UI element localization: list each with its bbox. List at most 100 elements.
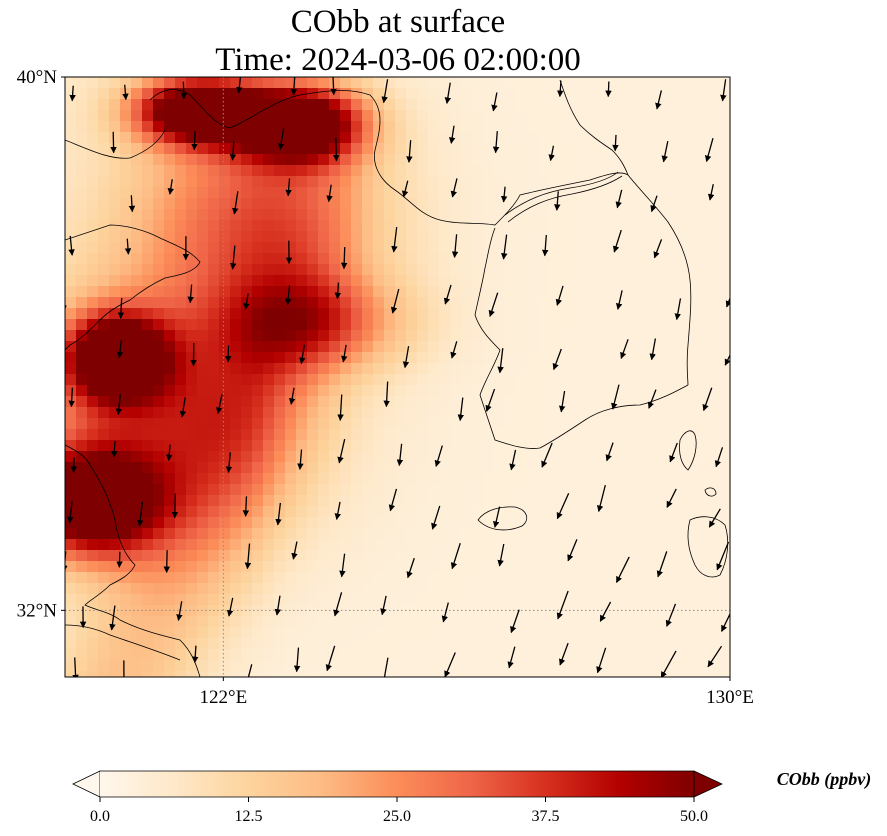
heatmap-cell: [362, 605, 374, 617]
heatmap-cell: [98, 440, 110, 452]
heatmap-cell: [461, 583, 473, 595]
heatmap-cell: [439, 407, 451, 419]
heatmap-cell: [241, 88, 253, 100]
heatmap-cell: [263, 594, 275, 606]
heatmap-cell: [340, 649, 352, 661]
heatmap-cell: [626, 473, 638, 485]
heatmap-cell: [560, 385, 572, 397]
heatmap-cell: [483, 506, 495, 518]
heatmap-cell: [164, 671, 176, 677]
heatmap-cell: [296, 627, 308, 639]
heatmap-cell: [241, 308, 253, 320]
heatmap-cell: [549, 286, 561, 298]
heatmap-cell: [494, 572, 506, 584]
heatmap-cell: [241, 176, 253, 188]
heatmap-cell: [461, 374, 473, 386]
heatmap-cell: [197, 473, 209, 485]
heatmap-cell: [318, 385, 330, 397]
heatmap-cell: [384, 231, 396, 243]
heatmap-cell: [351, 671, 363, 677]
heatmap-cell: [76, 77, 88, 89]
heatmap-cell: [714, 363, 726, 375]
heatmap-cell: [406, 154, 418, 166]
heatmap-cell: [373, 242, 385, 254]
heatmap-cell: [637, 319, 649, 331]
heatmap-cell: [219, 143, 231, 155]
heatmap-cell: [571, 627, 583, 639]
heatmap-cell: [681, 572, 693, 584]
heatmap-cell: [659, 374, 671, 386]
heatmap-cell: [549, 220, 561, 232]
wind-arrow: [655, 90, 663, 110]
heatmap-cell: [461, 308, 473, 320]
heatmap-cell: [725, 495, 730, 507]
heatmap-cell: [186, 462, 198, 474]
heatmap-cell: [428, 220, 440, 232]
heatmap-cell: [549, 231, 561, 243]
heatmap-cell: [362, 506, 374, 518]
wind-arrow: [724, 353, 730, 366]
heatmap-cell: [329, 528, 341, 540]
heatmap-cell: [274, 407, 286, 419]
heatmap-cell: [637, 572, 649, 584]
heatmap-cell: [307, 132, 319, 144]
heatmap-cell: [703, 220, 715, 232]
heatmap-cell: [703, 594, 715, 606]
heatmap-cell: [373, 143, 385, 155]
heatmap-cell: [186, 77, 198, 89]
heatmap-cell: [252, 638, 264, 650]
heatmap-cell: [164, 253, 176, 265]
heatmap-cell: [307, 99, 319, 111]
heatmap-cell: [417, 473, 429, 485]
heatmap-cell: [626, 264, 638, 276]
heatmap-cell: [472, 528, 484, 540]
heatmap-cell: [538, 528, 550, 540]
heatmap-cell: [76, 506, 88, 518]
heatmap-cell: [164, 660, 176, 672]
heatmap-cell: [65, 154, 77, 166]
heatmap-cell: [186, 209, 198, 221]
heatmap-cell: [450, 286, 462, 298]
heatmap-cell: [626, 649, 638, 661]
heatmap-cell: [120, 528, 132, 540]
heatmap-cell: [373, 506, 385, 518]
heatmap-cell: [208, 506, 220, 518]
heatmap-cell: [681, 275, 693, 287]
heatmap-cell: [252, 308, 264, 320]
heatmap-cell: [549, 605, 561, 617]
heatmap-cell: [703, 517, 715, 529]
heatmap-cell: [461, 319, 473, 331]
heatmap-cell: [329, 418, 341, 430]
heatmap-cell: [340, 253, 352, 265]
heatmap-cell: [219, 462, 231, 474]
heatmap-cell: [362, 440, 374, 452]
heatmap-cell: [285, 451, 297, 463]
heatmap-cell: [186, 88, 198, 100]
heatmap-cell: [472, 330, 484, 342]
heatmap-cell: [472, 319, 484, 331]
heatmap-cell: [263, 220, 275, 232]
heatmap-cell: [384, 242, 396, 254]
heatmap-cell: [208, 407, 220, 419]
heatmap-cell: [153, 517, 165, 529]
heatmap-cell: [472, 231, 484, 243]
heatmap-cell: [637, 616, 649, 628]
heatmap-cell: [516, 561, 528, 573]
heatmap-cell: [703, 429, 715, 441]
heatmap-cell: [406, 594, 418, 606]
heatmap-cell: [604, 297, 616, 309]
heatmap-cell: [505, 583, 517, 595]
heatmap-cell: [351, 231, 363, 243]
heatmap-cell: [263, 143, 275, 155]
heatmap-cell: [593, 539, 605, 551]
heatmap-cell: [406, 121, 418, 133]
heatmap-cell: [296, 220, 308, 232]
heatmap-cell: [142, 209, 154, 221]
heatmap-cell: [274, 231, 286, 243]
heatmap-cell: [703, 187, 715, 199]
heatmap-cell: [131, 583, 143, 595]
heatmap-cell: [153, 407, 165, 419]
heatmap-cell: [549, 99, 561, 111]
heatmap-cell: [296, 187, 308, 199]
heatmap-cell: [362, 561, 374, 573]
